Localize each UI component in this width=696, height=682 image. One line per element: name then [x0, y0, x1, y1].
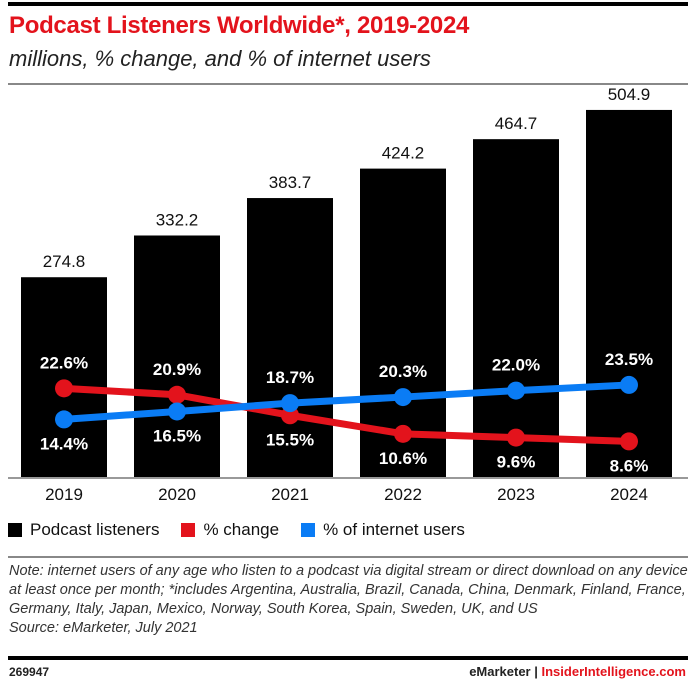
change-label: 15.5% [266, 430, 314, 449]
internet-users-label: 23.5% [605, 350, 653, 369]
bar-value-label: 464.7 [495, 114, 538, 133]
change-label: 10.6% [379, 449, 427, 468]
bar-value-label: 504.9 [608, 85, 651, 104]
internet-users-point [168, 402, 186, 421]
legend: Podcast listeners % change % of internet… [8, 520, 465, 540]
source-text: Source: eMarketer, July 2021 [9, 620, 198, 636]
internet-users-label: 16.5% [153, 426, 201, 445]
divider [8, 556, 688, 558]
change-label: 8.6% [610, 456, 649, 475]
internet-users-label: 18.7% [266, 368, 314, 387]
bar-value-label: 424.2 [382, 144, 425, 163]
legend-swatch [8, 523, 22, 537]
legend-label: % of internet users [323, 520, 465, 539]
x-tick-label: 2022 [384, 485, 422, 504]
divider [8, 83, 688, 85]
change-line [63, 384, 630, 445]
legend-swatch [181, 523, 196, 537]
legend-item-listeners: Podcast listeners [8, 520, 159, 540]
chart-subtitle: millions, % change, and % of internet us… [9, 46, 431, 71]
note-text: Note: internet users of any age who list… [9, 563, 688, 617]
plot-area: 274.8 2019 332.2 2020 383.7 2021 424.2 2022 464.… [8, 85, 688, 504]
change-point [55, 379, 73, 398]
footnote: Note: internet users of any age who list… [9, 562, 689, 638]
brand: eMarketer | InsiderIntelligence.com [469, 664, 686, 679]
x-tick-label: 2021 [271, 485, 309, 504]
bar [134, 235, 220, 477]
bar-value-label: 274.8 [43, 252, 86, 271]
bar [473, 139, 559, 478]
internet-users-label: 14.4% [40, 434, 88, 453]
legend-item-change: % change [181, 520, 279, 540]
change-label: 22.6% [40, 353, 88, 372]
bar-value-label: 383.7 [269, 173, 312, 192]
change-label: 9.6% [497, 453, 536, 472]
bar [21, 277, 107, 477]
bottom-rule [8, 656, 688, 660]
change-point [394, 424, 412, 443]
internet-users-point [507, 381, 525, 400]
legend-label: % change [203, 520, 280, 539]
internet-users-line [63, 381, 630, 423]
change-point [507, 428, 525, 447]
internet-users-label: 22.0% [492, 356, 540, 375]
brand-separator: | [530, 664, 542, 679]
brand-insider-link[interactable]: InsiderIntelligence.com [541, 664, 687, 679]
chart-id: 269947 [9, 665, 50, 679]
brand-emarketer: eMarketer [469, 664, 531, 679]
x-tick-label: 2020 [158, 485, 196, 504]
legend-label: Podcast listeners [30, 520, 160, 539]
internet-users-point [281, 394, 299, 413]
x-tick-label: 2023 [497, 485, 535, 504]
legend-item-internet-users: % of internet users [301, 520, 465, 540]
x-tick-label: 2019 [45, 485, 83, 504]
legend-swatch [301, 523, 316, 537]
bar-value-label: 332.2 [156, 210, 199, 229]
bar [586, 109, 672, 478]
internet-users-point [55, 410, 73, 429]
change-point [620, 432, 638, 451]
internet-users-point [620, 375, 638, 394]
top-rule [8, 2, 688, 6]
bar [247, 198, 333, 477]
change-point [168, 385, 186, 404]
x-tick-label: 2024 [610, 485, 648, 504]
internet-users-label: 20.3% [379, 362, 427, 381]
internet-users-point [394, 388, 412, 407]
change-label: 20.9% [153, 360, 201, 379]
chart-title: Podcast Listeners Worldwide*, 2019-2024 [9, 12, 470, 39]
